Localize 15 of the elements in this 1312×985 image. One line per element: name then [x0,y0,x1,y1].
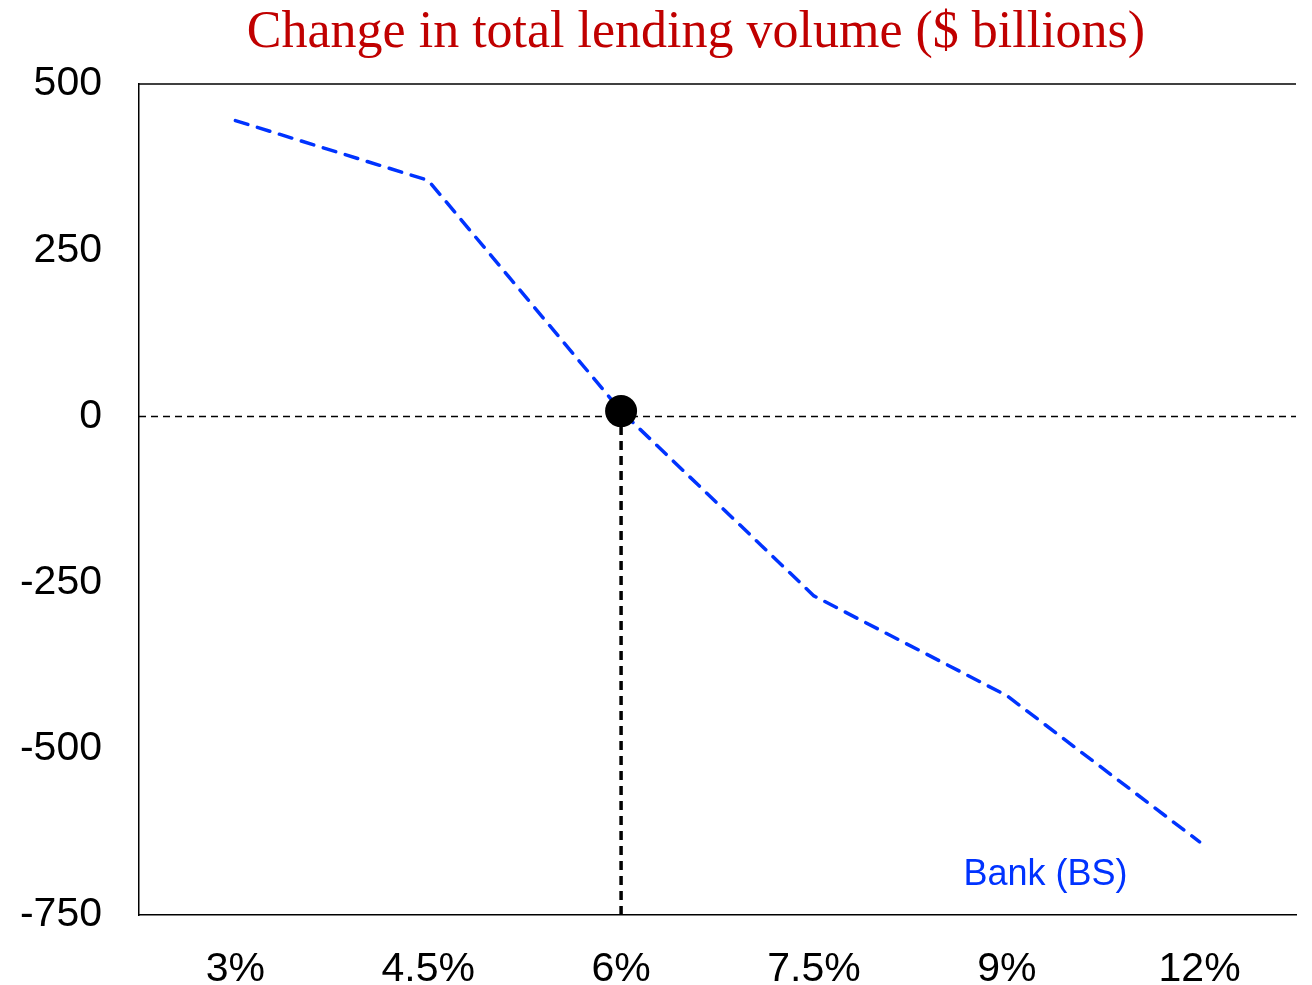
x-tick-label: 4.5% [381,943,475,985]
x-tick-label: 6% [591,943,651,985]
y-tick-label: -750 [19,889,102,936]
y-tick-label: 250 [33,224,102,271]
x-tick-label: 9% [977,943,1037,985]
chart-title: Change in total lending volume ($ billions) [246,1,1146,59]
line-series [233,118,1202,844]
x-tick-label: 12% [1158,943,1241,985]
y-tick-label: -500 [19,723,102,770]
x-tick-label: 7.5% [767,943,861,985]
y-tick-label: 500 [33,58,102,105]
y-tick-label: -250 [19,556,102,603]
series-label: Bank (BS) [963,851,1128,893]
x-tick-label: 3% [205,943,266,985]
y-tick-label: 0 [79,390,102,437]
